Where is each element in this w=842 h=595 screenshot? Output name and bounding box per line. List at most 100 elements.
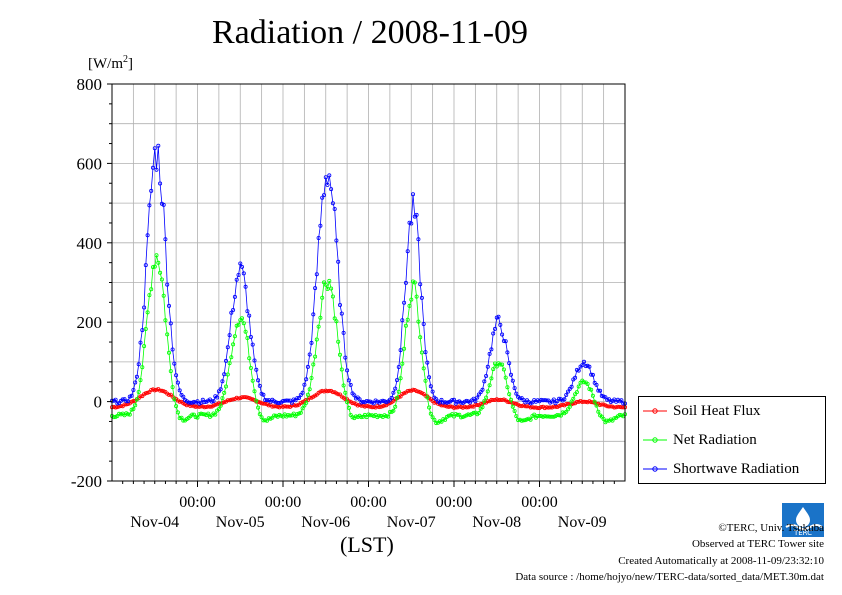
data-point	[377, 413, 382, 418]
data-point	[133, 380, 138, 385]
data-point	[589, 372, 594, 377]
data-point	[574, 367, 579, 372]
data-point	[202, 412, 207, 417]
data-point	[232, 294, 237, 299]
data-point	[396, 389, 401, 394]
data-point	[222, 390, 227, 395]
data-point	[603, 395, 608, 400]
y-tick-label: 600	[77, 154, 103, 173]
data-point	[562, 397, 567, 402]
data-point	[566, 401, 571, 406]
data-point	[239, 316, 244, 321]
data-point	[574, 399, 579, 404]
data-point	[605, 418, 610, 423]
data-point	[138, 378, 143, 383]
data-point	[256, 378, 261, 383]
data-point	[366, 399, 371, 404]
data-point	[222, 400, 227, 405]
data-point	[583, 364, 588, 369]
data-point	[544, 405, 549, 410]
data-point	[407, 220, 412, 225]
data-point	[450, 397, 455, 402]
data-point	[528, 417, 533, 422]
y-axis-unit: [W/m2]	[88, 54, 133, 72]
data-point	[439, 397, 444, 402]
data-point	[202, 400, 207, 405]
data-point	[231, 397, 236, 402]
data-point	[574, 390, 579, 395]
data-point	[316, 235, 321, 240]
x-tick-label-day: Nov-05	[216, 514, 265, 531]
x-tick-label-day: Nov-09	[558, 514, 607, 531]
data-point	[407, 303, 412, 308]
data-point	[318, 389, 323, 394]
data-point	[145, 310, 150, 315]
data-point	[443, 417, 448, 422]
data-point	[505, 385, 510, 390]
data-point	[143, 326, 148, 331]
y-tick-label: 0	[94, 393, 103, 412]
data-point	[241, 321, 246, 326]
data-point	[304, 377, 309, 382]
data-point	[158, 388, 163, 393]
data-point	[498, 322, 503, 327]
data-point	[220, 396, 225, 401]
data-point	[165, 282, 170, 287]
data-point	[560, 402, 565, 407]
data-point	[302, 382, 307, 387]
data-point	[175, 410, 180, 415]
data-point	[532, 412, 537, 417]
data-point	[546, 414, 551, 419]
data-point	[599, 402, 604, 407]
data-point	[405, 317, 410, 322]
data-point	[498, 362, 503, 367]
data-point	[598, 388, 603, 393]
data-point	[296, 395, 301, 400]
data-point	[564, 409, 569, 414]
data-point	[487, 383, 492, 388]
data-point	[304, 400, 309, 405]
data-point	[537, 413, 542, 418]
data-point	[434, 421, 439, 426]
legend-item-net-radiation: Net Radiation	[639, 430, 825, 450]
data-point	[199, 404, 204, 409]
data-point	[457, 404, 462, 409]
data-point	[259, 401, 264, 406]
data-point	[193, 415, 198, 420]
data-point	[320, 388, 325, 393]
data-point	[327, 173, 332, 178]
data-point	[368, 413, 373, 418]
y-tick-label: 200	[77, 313, 103, 332]
data-point	[231, 342, 236, 347]
legend-label: Shortwave Radiation	[673, 461, 800, 477]
data-point	[405, 249, 410, 254]
footer-created: Created Automatically at 2008-11-09/23:3…	[618, 555, 824, 567]
data-point	[475, 402, 480, 407]
data-point	[386, 414, 391, 419]
chart-title: Radiation / 2008-11-09	[211, 14, 529, 51]
data-point	[238, 261, 243, 266]
data-point	[245, 309, 250, 314]
data-point	[309, 375, 314, 380]
x-tick-label-day: Nov-04	[130, 514, 179, 531]
data-point	[161, 202, 166, 207]
data-point	[476, 410, 481, 415]
data-point	[548, 405, 553, 410]
data-point	[332, 206, 337, 211]
data-point	[419, 350, 424, 355]
data-point	[521, 418, 526, 423]
data-point	[145, 233, 150, 238]
data-point	[605, 404, 610, 409]
data-point	[485, 389, 490, 394]
data-point	[455, 412, 460, 417]
data-point	[293, 403, 298, 408]
data-point	[608, 404, 613, 409]
data-point	[325, 286, 330, 291]
data-point	[329, 187, 334, 192]
data-point	[325, 389, 330, 394]
data-point	[170, 347, 175, 352]
series-net-radiation	[110, 253, 628, 426]
data-point	[177, 399, 182, 404]
data-point	[400, 361, 405, 366]
x-tick-label-time: 00:00	[179, 494, 215, 511]
